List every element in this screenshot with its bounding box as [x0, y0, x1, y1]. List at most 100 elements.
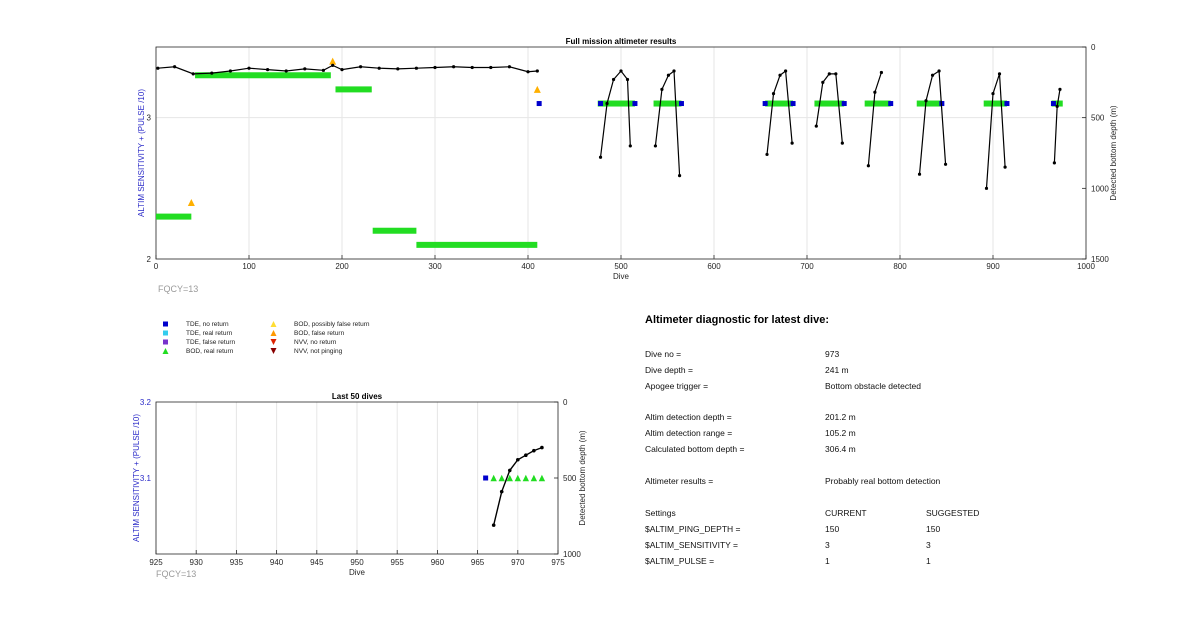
- bod-real-return-band: [864, 100, 891, 107]
- bottom-depth-point: [321, 68, 325, 72]
- bottom-depth-point: [666, 73, 671, 77]
- y-right-tick-label: 1000: [563, 550, 581, 559]
- legend-label: TDE, no return: [186, 320, 229, 328]
- bottom-depth-point: [611, 77, 616, 82]
- bottom-depth-point: [790, 141, 794, 145]
- triangle-up-icon: [160, 347, 172, 355]
- y-left-tick-label: 3.1: [140, 474, 152, 483]
- bottom-depth-point: [873, 90, 877, 94]
- bottom-depth-point: [1058, 87, 1062, 91]
- diagnostic-label: Dive no =: [645, 349, 682, 359]
- square-marker-icon: [160, 320, 172, 328]
- bottom-depth-line: [985, 73, 1006, 189]
- triangle-up-icon: [268, 329, 280, 337]
- bod-real-return-band: [335, 86, 372, 93]
- bottom-depth-point: [359, 65, 363, 69]
- diagnostic-panel: Altimeter diagnostic for latest dive:: [645, 314, 1065, 326]
- bottom-depth-point: [991, 92, 995, 96]
- bottom-depth-point: [396, 67, 400, 71]
- diagnostic-label: Altim detection range =: [645, 428, 733, 438]
- frequency-annotation: FQCY=13: [156, 569, 196, 579]
- tde-no-return-marker: [1004, 101, 1010, 107]
- bottom-depth-point: [937, 69, 941, 73]
- last-50-dives-chart: 925 930 935 940 945 950 955 960 965 970 975 3.1 3.2 0…: [132, 392, 587, 579]
- x-tick-label: 925: [149, 558, 163, 567]
- triangle-up-icon: [268, 320, 280, 328]
- y-right-tick-label: 0: [1091, 43, 1096, 52]
- bottom-depth-point: [625, 77, 630, 82]
- setting-suggested: 3: [926, 540, 931, 550]
- x-tick-label: 400: [521, 262, 535, 271]
- bottom-depth-point: [470, 65, 474, 70]
- bottom-depth-point: [997, 72, 1002, 76]
- bod-false-return-marker: [329, 57, 337, 65]
- diagnostic-label: Altimeter results =: [645, 476, 714, 486]
- bottom-depth-point: [827, 72, 831, 76]
- bod-real-return-band: [653, 100, 682, 107]
- bod-real-return-band: [372, 227, 417, 234]
- diagnostic-label: Dive depth =: [645, 365, 693, 375]
- bottom-depth-point: [879, 70, 884, 75]
- bottom-depth-point: [535, 69, 539, 73]
- bottom-depth-point: [228, 69, 232, 73]
- y-left-axis-label: ALTIM SENSITIVITY + (PULSE /10): [137, 89, 146, 217]
- x-tick-label: 900: [986, 262, 1000, 271]
- bottom-depth-line: [599, 70, 631, 158]
- diagnostic-label: Altim detection depth =: [645, 412, 732, 422]
- y-left-axis-label: ALTIM SENSITIVITY + (PULSE /10): [132, 414, 141, 542]
- y-right-axis-label: Detected bottom depth (m): [578, 430, 587, 525]
- bod-real-return-band: [156, 213, 192, 220]
- y-right-tick-label: 500: [563, 474, 577, 483]
- bottom-depth-point: [943, 162, 948, 166]
- x-tick-label: 800: [893, 262, 907, 271]
- bottom-depth-point: [526, 70, 530, 74]
- x-tick-label: 200: [335, 262, 349, 271]
- bod-real-return-band: [597, 100, 635, 107]
- x-axis-label: Dive: [613, 272, 630, 281]
- bottom-depth-point: [507, 468, 512, 473]
- legend-label: BOD, false return: [294, 329, 345, 337]
- setting-current: 1: [825, 556, 830, 566]
- legend-label: BOD, possibly false return: [294, 320, 370, 328]
- bottom-depth-point: [1003, 165, 1007, 169]
- bottom-depth-point: [433, 65, 437, 70]
- tde-no-return-marker: [841, 101, 847, 107]
- bod-real-return-marker: [530, 474, 538, 482]
- bottom-depth-point: [866, 164, 870, 168]
- bottom-depth-point: [499, 489, 504, 494]
- bottom-depth-point: [1055, 104, 1059, 108]
- settings-header-current: CURRENT: [825, 508, 867, 518]
- legend: TDE, no return TDE, real return TDE, false…: [160, 320, 420, 364]
- bottom-depth-point: [532, 448, 536, 453]
- diagnostic-value: Probably real bottom detection: [825, 476, 941, 486]
- legend-label: NVV, not pinging: [294, 347, 343, 355]
- chart-title: Full mission altimeter results: [566, 37, 677, 46]
- legend-label: NVV, no return: [294, 338, 337, 346]
- x-tick-label: 100: [242, 262, 256, 271]
- bod-real-return-band: [983, 100, 1007, 107]
- bottom-depth-point: [765, 152, 769, 157]
- bottom-depth-point: [414, 66, 418, 70]
- diagnostic-value: 201.2 m: [825, 412, 856, 422]
- bottom-depth-point: [331, 63, 335, 67]
- x-tick-label: 0: [154, 262, 159, 271]
- bottom-depth-point: [840, 141, 844, 145]
- bod-real-return-band: [814, 100, 845, 107]
- setting-current: 150: [825, 524, 840, 534]
- legend-item: TDE, real return: [160, 329, 232, 337]
- bod-real-return-marker: [498, 474, 505, 482]
- x-tick-label: 940: [270, 558, 284, 567]
- bottom-depth-point: [628, 144, 632, 148]
- bottom-depth-point: [771, 92, 776, 96]
- x-tick-label: 1000: [1077, 262, 1095, 271]
- bottom-depth-point: [619, 69, 623, 73]
- plot-frame: [155, 401, 559, 555]
- x-tick-label: 950: [350, 558, 364, 567]
- bottom-depth-point: [784, 69, 788, 73]
- tde-no-return-marker: [678, 101, 684, 107]
- tde-no-return-marker: [762, 101, 768, 107]
- x-tick-label: 960: [431, 558, 445, 567]
- tde-no-return-marker: [632, 101, 638, 107]
- tde-no-return-marker: [888, 101, 894, 107]
- bottom-depth-point: [605, 101, 609, 106]
